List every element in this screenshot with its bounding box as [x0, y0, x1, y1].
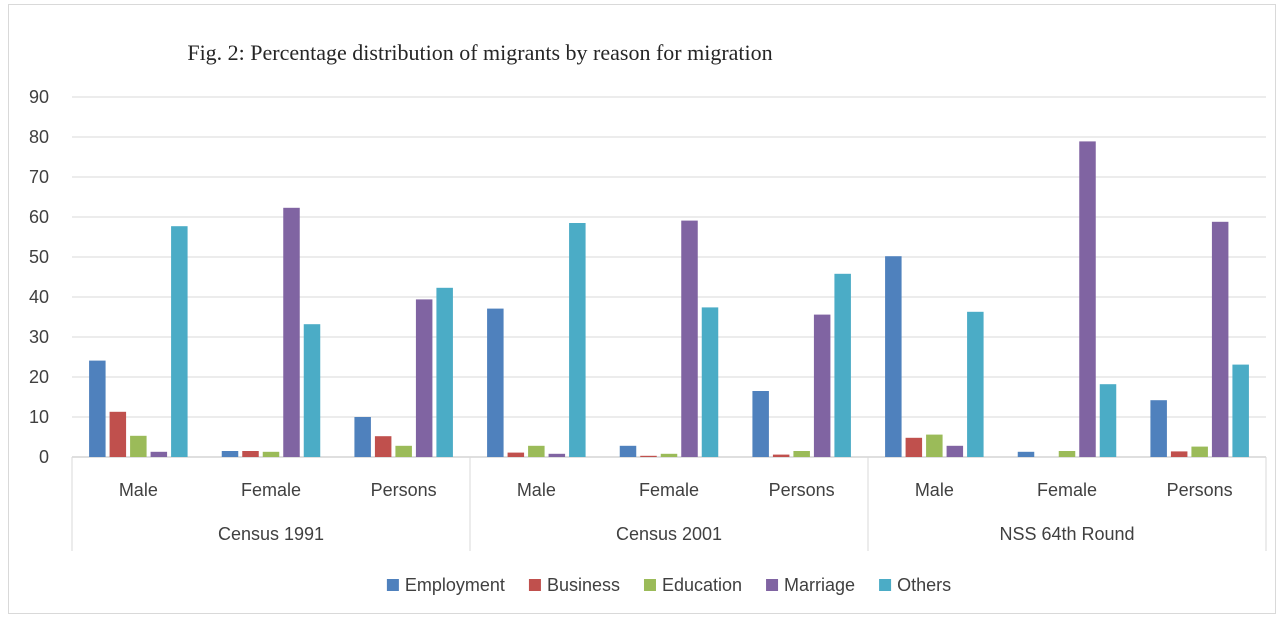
bar-education	[1058, 451, 1076, 457]
legend-label: Others	[897, 575, 951, 595]
category-label: Female	[1037, 480, 1097, 500]
legend-swatch	[528, 579, 541, 591]
bar-marriage	[681, 220, 698, 457]
bar-business	[640, 455, 657, 457]
legend-item: Marriage	[766, 575, 855, 595]
bar-others	[171, 226, 188, 457]
category-label: Female	[639, 480, 699, 500]
legend-label: Education	[662, 575, 742, 595]
chart-title: Fig. 2: Percentage distribution of migra…	[187, 40, 772, 65]
bar-marriage	[813, 314, 831, 457]
category-label: Female	[241, 480, 301, 500]
y-tick-label: 40	[29, 287, 49, 307]
bar-business	[242, 451, 259, 457]
gridlines	[72, 96, 1266, 458]
group-label: Census 2001	[616, 524, 722, 544]
legend-item: Business	[528, 575, 620, 595]
legend-label: Business	[547, 575, 620, 595]
y-tick-label: 50	[29, 247, 49, 267]
bar-education	[926, 434, 943, 457]
bar-business	[374, 436, 392, 457]
bar-employment	[885, 256, 902, 457]
category-label: Persons	[1167, 480, 1233, 500]
bar-marriage	[415, 299, 433, 457]
y-tick-label: 70	[29, 167, 49, 187]
legend: Employment Business Education Marriage Other…	[386, 575, 951, 595]
bar-marriage	[1211, 221, 1229, 457]
legend-swatch	[386, 579, 399, 591]
group-label: Census 1991	[218, 524, 324, 544]
legend-item: Education	[643, 575, 742, 595]
bar-others	[436, 287, 453, 457]
group-label: NSS 64th Round	[999, 524, 1134, 544]
bar-business	[109, 411, 127, 457]
legend-item: Employment	[386, 575, 505, 595]
bar-others	[569, 223, 586, 457]
bar-business	[507, 452, 525, 457]
category-label: Male	[517, 480, 556, 500]
y-axis-ticks: 0 10 20 30 40 50 60 70 80 90	[29, 87, 49, 467]
bar-business	[1170, 451, 1188, 457]
y-tick-label: 0	[39, 447, 49, 467]
bar-education	[793, 451, 810, 457]
bar-business	[772, 454, 790, 457]
bar-others	[303, 324, 321, 457]
x-axis: Male Female Persons Male Female Persons Male Fe…	[71, 457, 1267, 551]
bar-employment	[354, 417, 371, 457]
bar-marriage	[150, 451, 168, 457]
bars	[89, 141, 1249, 457]
y-tick-label: 60	[29, 207, 49, 227]
bar-business	[905, 437, 923, 457]
y-tick-label: 10	[29, 407, 49, 427]
bar-employment	[221, 451, 239, 457]
bar-others	[701, 307, 719, 457]
chart-frame: Fig. 2: Percentage distribution of migra…	[8, 4, 1276, 614]
category-label: Male	[119, 480, 158, 500]
chart-svg: Fig. 2: Percentage distribution of migra…	[29, 40, 1267, 595]
bar-marriage	[1079, 141, 1096, 457]
category-label: Persons	[769, 480, 835, 500]
bar-marriage	[548, 453, 566, 457]
category-label: Male	[915, 480, 954, 500]
y-tick-label: 80	[29, 127, 49, 147]
bar-education	[262, 451, 280, 457]
bar-others	[1232, 364, 1249, 457]
bar-others	[1099, 384, 1117, 457]
bar-employment	[752, 391, 769, 457]
bar-education	[395, 445, 412, 457]
bar-employment	[487, 308, 504, 457]
legend-item: Others	[879, 575, 951, 595]
bar-education	[1191, 446, 1208, 457]
bar-employment	[89, 360, 106, 457]
bar-marriage	[283, 207, 300, 457]
legend-swatch	[879, 579, 892, 591]
legend-swatch	[766, 579, 779, 591]
bar-education	[660, 453, 678, 457]
legend-label: Employment	[405, 575, 505, 595]
legend-swatch	[643, 579, 656, 591]
bar-education	[130, 435, 147, 457]
bar-employment	[1150, 400, 1167, 457]
bar-education	[528, 445, 545, 457]
bar-others	[834, 273, 851, 457]
y-tick-label: 20	[29, 367, 49, 387]
bar-employment	[1017, 451, 1035, 457]
y-tick-label: 30	[29, 327, 49, 347]
bar-employment	[619, 445, 637, 457]
category-label: Persons	[371, 480, 437, 500]
legend-label: Marriage	[784, 575, 855, 595]
y-tick-label: 90	[29, 87, 49, 107]
bar-others	[967, 311, 984, 457]
bar-marriage	[946, 445, 964, 457]
